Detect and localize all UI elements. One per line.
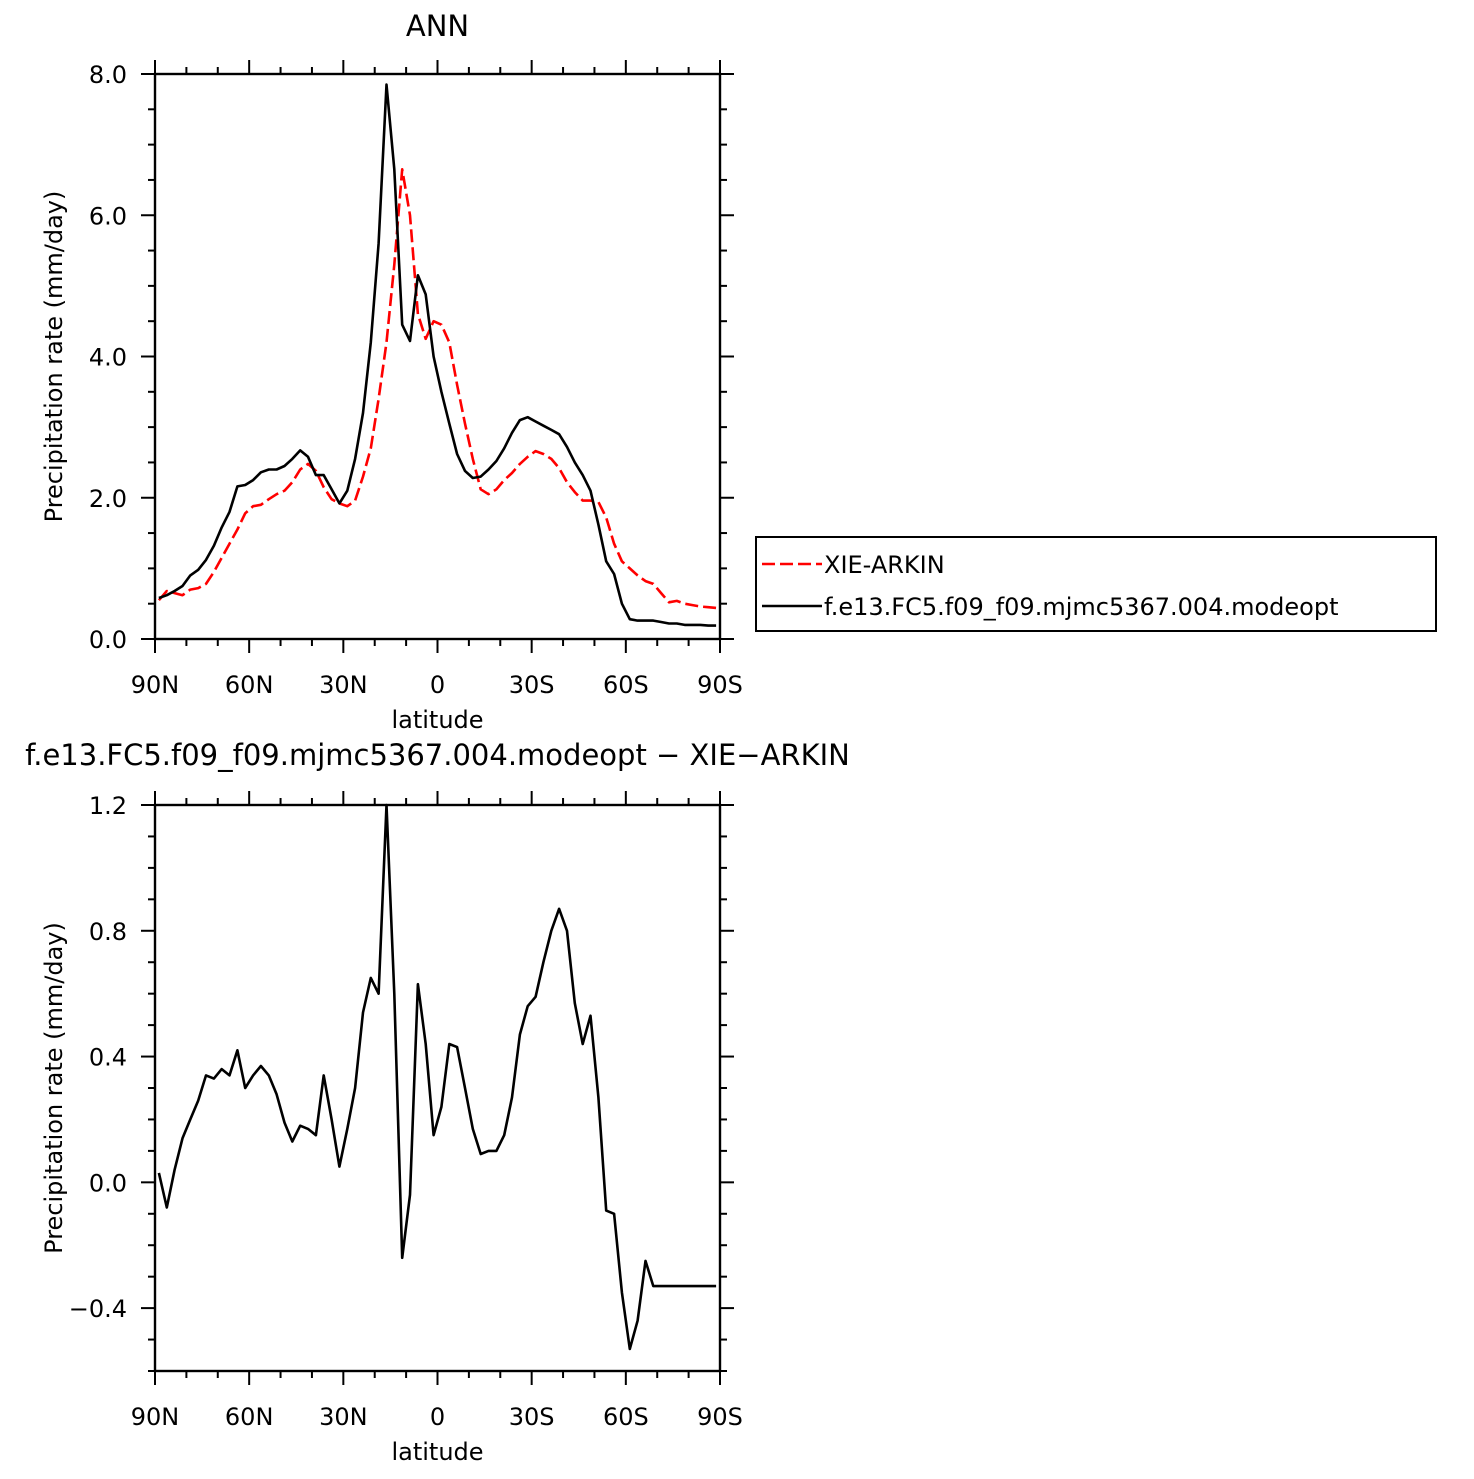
y-tick-label: −0.4: [69, 1295, 127, 1323]
y-axis-label: Precipitation rate (mm/day): [40, 191, 68, 523]
x-tick-label: 30S: [509, 671, 555, 699]
plot-frame: [153, 803, 722, 1373]
y-axis-label: Precipitation rate (mm/day): [40, 922, 68, 1254]
chart-panel-1: 0.0 2.0 4.0 6.0 8.0 90N 60N 30N 0 30S 60S 90S latitu…: [40, 9, 1437, 734]
x-axis-label: latitude: [391, 1438, 483, 1466]
x-tick-label: 0: [430, 671, 445, 699]
y-tick-label: 0.4: [89, 1044, 127, 1072]
x-tick-label: 90S: [697, 1403, 743, 1431]
x-tick-label: 90N: [131, 1403, 180, 1431]
y-tick-label: 4.0: [89, 344, 127, 372]
y-tick-label: 0.0: [89, 1169, 127, 1197]
chart-panel-2: −0.4 0.0 0.4 0.8 1.2 90N 60N 30N 0 30S 60S 90S latit…: [25, 738, 850, 1466]
series-line-2: [158, 83, 717, 627]
x-tick-label: 60S: [603, 1403, 649, 1431]
x-tick-label: 60N: [225, 671, 274, 699]
legend: XIE-ARKIN f.e13.FC5.f09_f09.mjmc5367.004.…: [755, 536, 1437, 632]
series-line-1: [157, 803, 717, 1351]
x-tick-label: 60S: [603, 671, 649, 699]
chart-title: ANN: [406, 9, 469, 43]
x-tick-label: 90N: [131, 671, 180, 699]
legend-label-2: f.e13.FC5.f09_f09.mjmc5367.004.modeopt: [824, 593, 1339, 621]
x-tick-label: 30N: [319, 1403, 368, 1431]
x-axis-label: latitude: [391, 706, 483, 734]
y-tick-label: 8.0: [89, 61, 127, 89]
chart-title: f.e13.FC5.f09_f09.mjmc5367.004.modeopt −…: [25, 738, 850, 772]
y-tick-label: 6.0: [89, 202, 127, 230]
x-tick-label: 60N: [225, 1403, 274, 1431]
legend-box: [755, 536, 1437, 632]
legend-label-1: XIE-ARKIN: [824, 551, 945, 579]
y-tick-label: 2.0: [89, 485, 127, 513]
y-tick-label: 0.8: [89, 918, 127, 946]
y-tick-label: 0.0: [89, 626, 127, 654]
y-tick-label: 1.2: [89, 792, 127, 820]
series-line-1: [157, 168, 717, 610]
x-tick-label: 30S: [509, 1403, 555, 1431]
x-tick-label: 90S: [697, 671, 743, 699]
x-tick-label: 0: [430, 1403, 445, 1431]
x-tick-label: 30N: [319, 671, 368, 699]
plot-frame: [153, 72, 722, 641]
